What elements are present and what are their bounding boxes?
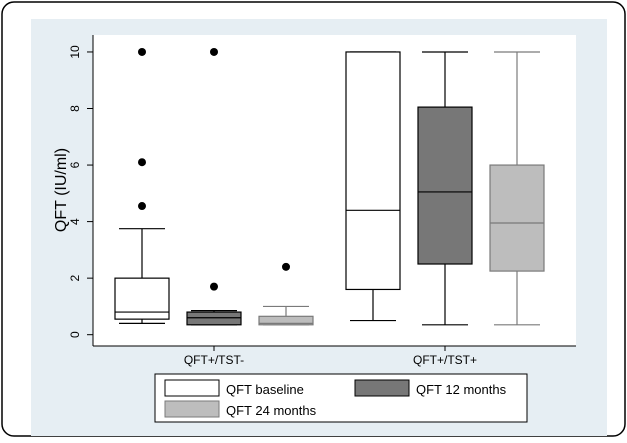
legend-item-qft-24-months: QFT 24 months <box>164 400 317 418</box>
x-axis-ticks: QFT+/TST- QFT+/TST+ <box>184 346 477 367</box>
legend-swatch <box>164 379 220 397</box>
legend-label: QFT 12 months <box>416 382 507 397</box>
y-axis-label: QFT (IU/ml) <box>53 148 70 232</box>
y-axis-ticks: 0 2 4 6 8 10 <box>68 45 93 338</box>
box-qft-24-months-qft-tst <box>489 51 545 326</box>
iqr-box <box>258 315 314 326</box>
box-qft-baseline-qft-tst <box>114 47 170 324</box>
y-tick-label: 10 <box>68 45 82 59</box>
outlier-point <box>138 47 146 56</box>
legend-label: QFT 24 months <box>226 403 317 418</box>
outlier-point <box>210 282 218 291</box>
box-qft-24-months-qft-tst <box>258 262 314 326</box>
box-qft-12-months-qft-tst <box>417 51 473 326</box>
iqr-box <box>345 51 401 291</box>
outlier-point <box>138 158 146 167</box>
box-layer <box>114 47 545 326</box>
y-tick-label: 8 <box>68 105 82 112</box>
y-tick-label: 0 <box>68 331 82 338</box>
legend-item-qft-baseline: QFT baseline <box>164 379 304 397</box>
y-tick-label: 6 <box>68 161 82 168</box>
iqr-box <box>186 311 242 326</box>
legend: QFT baseline QFT 12 months QFT 24 months <box>154 373 528 423</box>
legend-item-qft-12-months: QFT 12 months <box>354 379 507 397</box>
iqr-box <box>489 164 545 272</box>
box-qft-baseline-qft-tst <box>345 51 401 322</box>
legend-swatch <box>164 400 220 418</box>
legend-label: QFT baseline <box>226 382 304 397</box>
box-qft-12-months-qft-tst <box>186 47 242 326</box>
outlier-point <box>282 262 290 271</box>
outlier-point <box>210 47 218 56</box>
iqr-box <box>417 106 473 265</box>
legend-swatch <box>354 379 410 397</box>
y-tick-label: 4 <box>68 218 82 225</box>
outlier-point <box>138 202 146 211</box>
x-tick-label-qft-tst: QFT+/TST+ <box>413 353 477 367</box>
iqr-box <box>114 277 170 320</box>
y-tick-label: 2 <box>68 274 82 281</box>
x-tick-label-qft-tst: QFT+/TST- <box>184 353 244 367</box>
